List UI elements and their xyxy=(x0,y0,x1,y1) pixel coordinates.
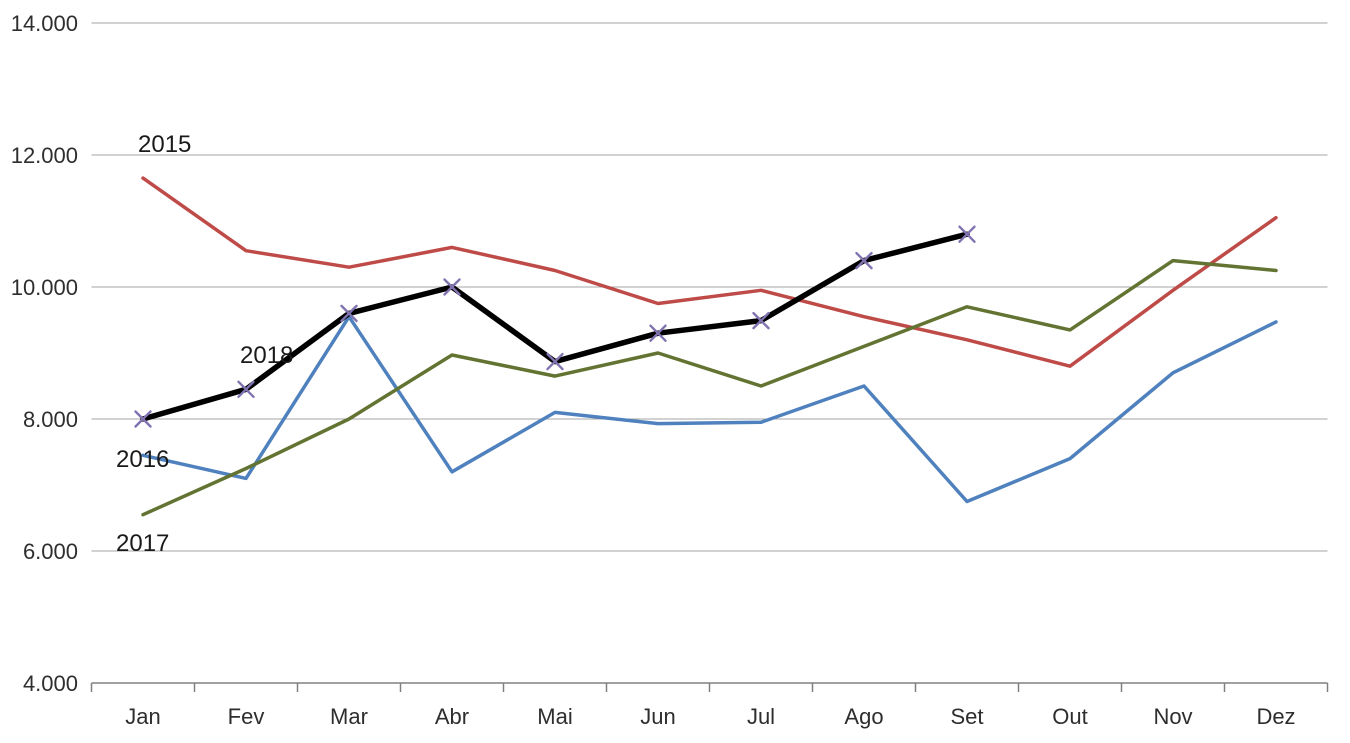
series-line-2015 xyxy=(141,176,1278,368)
series-line-2018 xyxy=(140,231,970,422)
y-tick-label: 6.000 xyxy=(23,539,78,564)
series-label-2015: 2015 xyxy=(138,131,191,158)
x-tick-label: Nov xyxy=(1153,704,1192,729)
x-tick-label: Mar xyxy=(330,704,368,729)
x-tick-label: Set xyxy=(950,704,983,729)
series-marker-x xyxy=(546,352,564,371)
series-label-2016: 2016 xyxy=(116,446,169,473)
series-line-2017 xyxy=(141,258,1278,517)
series-marker-x xyxy=(752,311,770,330)
x-tick-label: Mai xyxy=(537,704,572,729)
series-marker-x xyxy=(855,251,873,270)
y-tick-label: 8.000 xyxy=(23,407,78,432)
x-tick-label: Jul xyxy=(747,704,775,729)
series-marker-x xyxy=(649,324,667,342)
x-tick-label: Fev xyxy=(228,704,265,729)
x-tick-label: Dez xyxy=(1256,704,1295,729)
series-line-2016 xyxy=(141,314,1278,504)
y-tick-label: 14.000 xyxy=(11,11,78,36)
series-label-2017: 2017 xyxy=(116,530,169,557)
y-tick-label: 10.000 xyxy=(11,275,78,300)
x-tick-label: Jun xyxy=(640,704,675,729)
series-marker-x xyxy=(134,410,152,428)
x-tick-label: Out xyxy=(1052,704,1087,729)
y-tick-label: 4.000 xyxy=(23,671,78,696)
series-marker-x xyxy=(237,380,255,398)
series-marker-x xyxy=(443,278,461,296)
x-tick-label: Abr xyxy=(435,704,469,729)
x-tick-label: Ago xyxy=(844,704,883,729)
series-marker-x xyxy=(340,304,358,323)
y-tick-label: 12.000 xyxy=(11,143,78,168)
x-tick-label: Jan xyxy=(125,704,160,729)
series-marker-x xyxy=(958,225,976,243)
series-label-2018: 2018 xyxy=(240,342,293,369)
